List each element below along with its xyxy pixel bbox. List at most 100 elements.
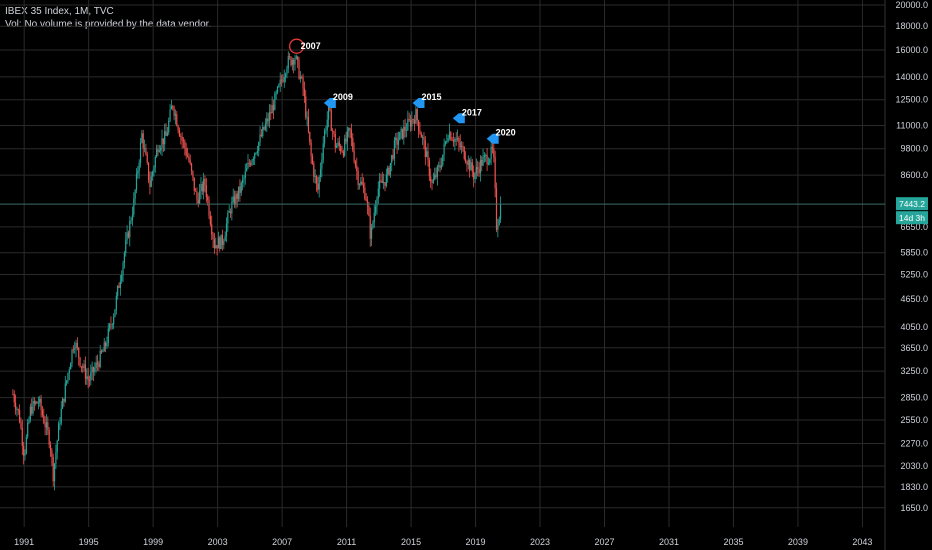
candle-body xyxy=(266,118,268,124)
candle-body xyxy=(104,342,107,347)
candle-body xyxy=(17,409,19,411)
candle-body xyxy=(165,131,167,136)
candle-body xyxy=(254,153,256,159)
candle-body xyxy=(184,141,186,149)
candle-body xyxy=(260,134,263,136)
candle-body xyxy=(49,444,52,451)
candle-body xyxy=(205,185,207,198)
candle-body xyxy=(247,162,249,169)
candle-body xyxy=(299,76,301,79)
candle-body xyxy=(95,362,97,368)
candle-body xyxy=(21,428,23,447)
price-badges: 7443.2 14d 3h xyxy=(0,197,928,225)
candle-body xyxy=(333,131,335,135)
candle-body xyxy=(40,398,42,410)
candle-body xyxy=(239,186,241,193)
candle-body xyxy=(340,146,342,152)
candle-body xyxy=(330,110,332,131)
candle-body xyxy=(497,225,499,230)
annotation-label: 2017 xyxy=(462,107,482,117)
candle-body xyxy=(19,410,21,423)
arrow-marker-icon xyxy=(486,133,499,144)
candle-body xyxy=(56,440,58,453)
candle-body xyxy=(225,223,228,236)
candle-body xyxy=(87,376,89,381)
candle-body xyxy=(200,184,202,191)
candle-body xyxy=(349,128,351,131)
candle-body xyxy=(460,146,463,148)
candle-body xyxy=(232,196,234,202)
candle-body xyxy=(244,171,246,178)
candle-body xyxy=(156,149,158,158)
candle-body xyxy=(219,237,221,250)
candle-body xyxy=(107,328,109,344)
volume-note: Vol: No volume is provided by the data v… xyxy=(5,19,212,30)
candle-body xyxy=(185,148,187,156)
candle-body xyxy=(431,181,433,183)
candle-body xyxy=(377,188,379,199)
candle-body xyxy=(303,88,306,97)
candle-body xyxy=(286,68,288,75)
candle-body xyxy=(391,155,393,164)
candle-body xyxy=(227,212,229,224)
candle-body xyxy=(474,173,476,179)
candle-body xyxy=(131,214,134,221)
candle-body xyxy=(332,130,334,132)
symbol-title[interactable]: IBEX 35 Index, 1M, TVC xyxy=(5,6,114,17)
candle-body xyxy=(469,159,471,171)
candle-body xyxy=(100,350,103,353)
candle-body xyxy=(401,128,404,139)
candle-body xyxy=(16,409,18,410)
candle-body xyxy=(180,136,182,137)
candle-body xyxy=(75,342,77,349)
candle-body xyxy=(380,180,382,182)
candle-body xyxy=(415,109,417,124)
candle-body xyxy=(76,342,78,348)
candle-body xyxy=(78,347,80,358)
candle-body xyxy=(369,215,371,239)
candle-body xyxy=(393,140,396,159)
candle-body xyxy=(364,187,366,200)
candle-body xyxy=(430,176,432,182)
candle-body xyxy=(407,119,409,131)
candle-body xyxy=(111,324,113,326)
candle-body xyxy=(74,348,76,350)
candle-body xyxy=(137,171,139,174)
candle-body xyxy=(263,126,265,130)
candle-body xyxy=(196,191,198,200)
candle-body xyxy=(282,80,284,82)
candle-body xyxy=(417,120,420,131)
candle-body xyxy=(173,107,175,116)
y-tick-label: 3650.0 xyxy=(900,343,928,353)
candle-body xyxy=(154,157,156,168)
candle-body xyxy=(12,394,14,395)
candle-body xyxy=(409,119,412,127)
candle-body xyxy=(325,130,327,132)
countdown-badge xyxy=(896,211,928,225)
candle-body xyxy=(368,205,370,216)
candle-body xyxy=(43,415,45,424)
candle-body xyxy=(298,60,300,79)
candle-body xyxy=(486,155,488,165)
candle-body xyxy=(373,212,375,223)
annotations: 2007 2009 2015 2017 2020 xyxy=(288,38,516,144)
candle-body xyxy=(235,193,237,206)
candle-body xyxy=(162,138,164,145)
candle-body xyxy=(217,237,220,249)
candle-body xyxy=(276,86,279,93)
candle-body xyxy=(315,176,318,184)
y-tick-label: 11000.0 xyxy=(896,120,928,130)
candle-body xyxy=(178,130,181,137)
candle-body xyxy=(467,159,469,165)
candle-body xyxy=(236,193,238,199)
last-price-badge xyxy=(896,197,928,211)
y-tick-label: 9800.0 xyxy=(900,144,928,154)
candle-body xyxy=(392,155,394,159)
candle-body xyxy=(357,171,359,186)
candle-body xyxy=(47,422,49,430)
candle-body xyxy=(495,188,498,230)
candle-body xyxy=(152,171,154,177)
candle-body xyxy=(358,184,361,186)
annotation-label: 2007 xyxy=(301,41,321,51)
